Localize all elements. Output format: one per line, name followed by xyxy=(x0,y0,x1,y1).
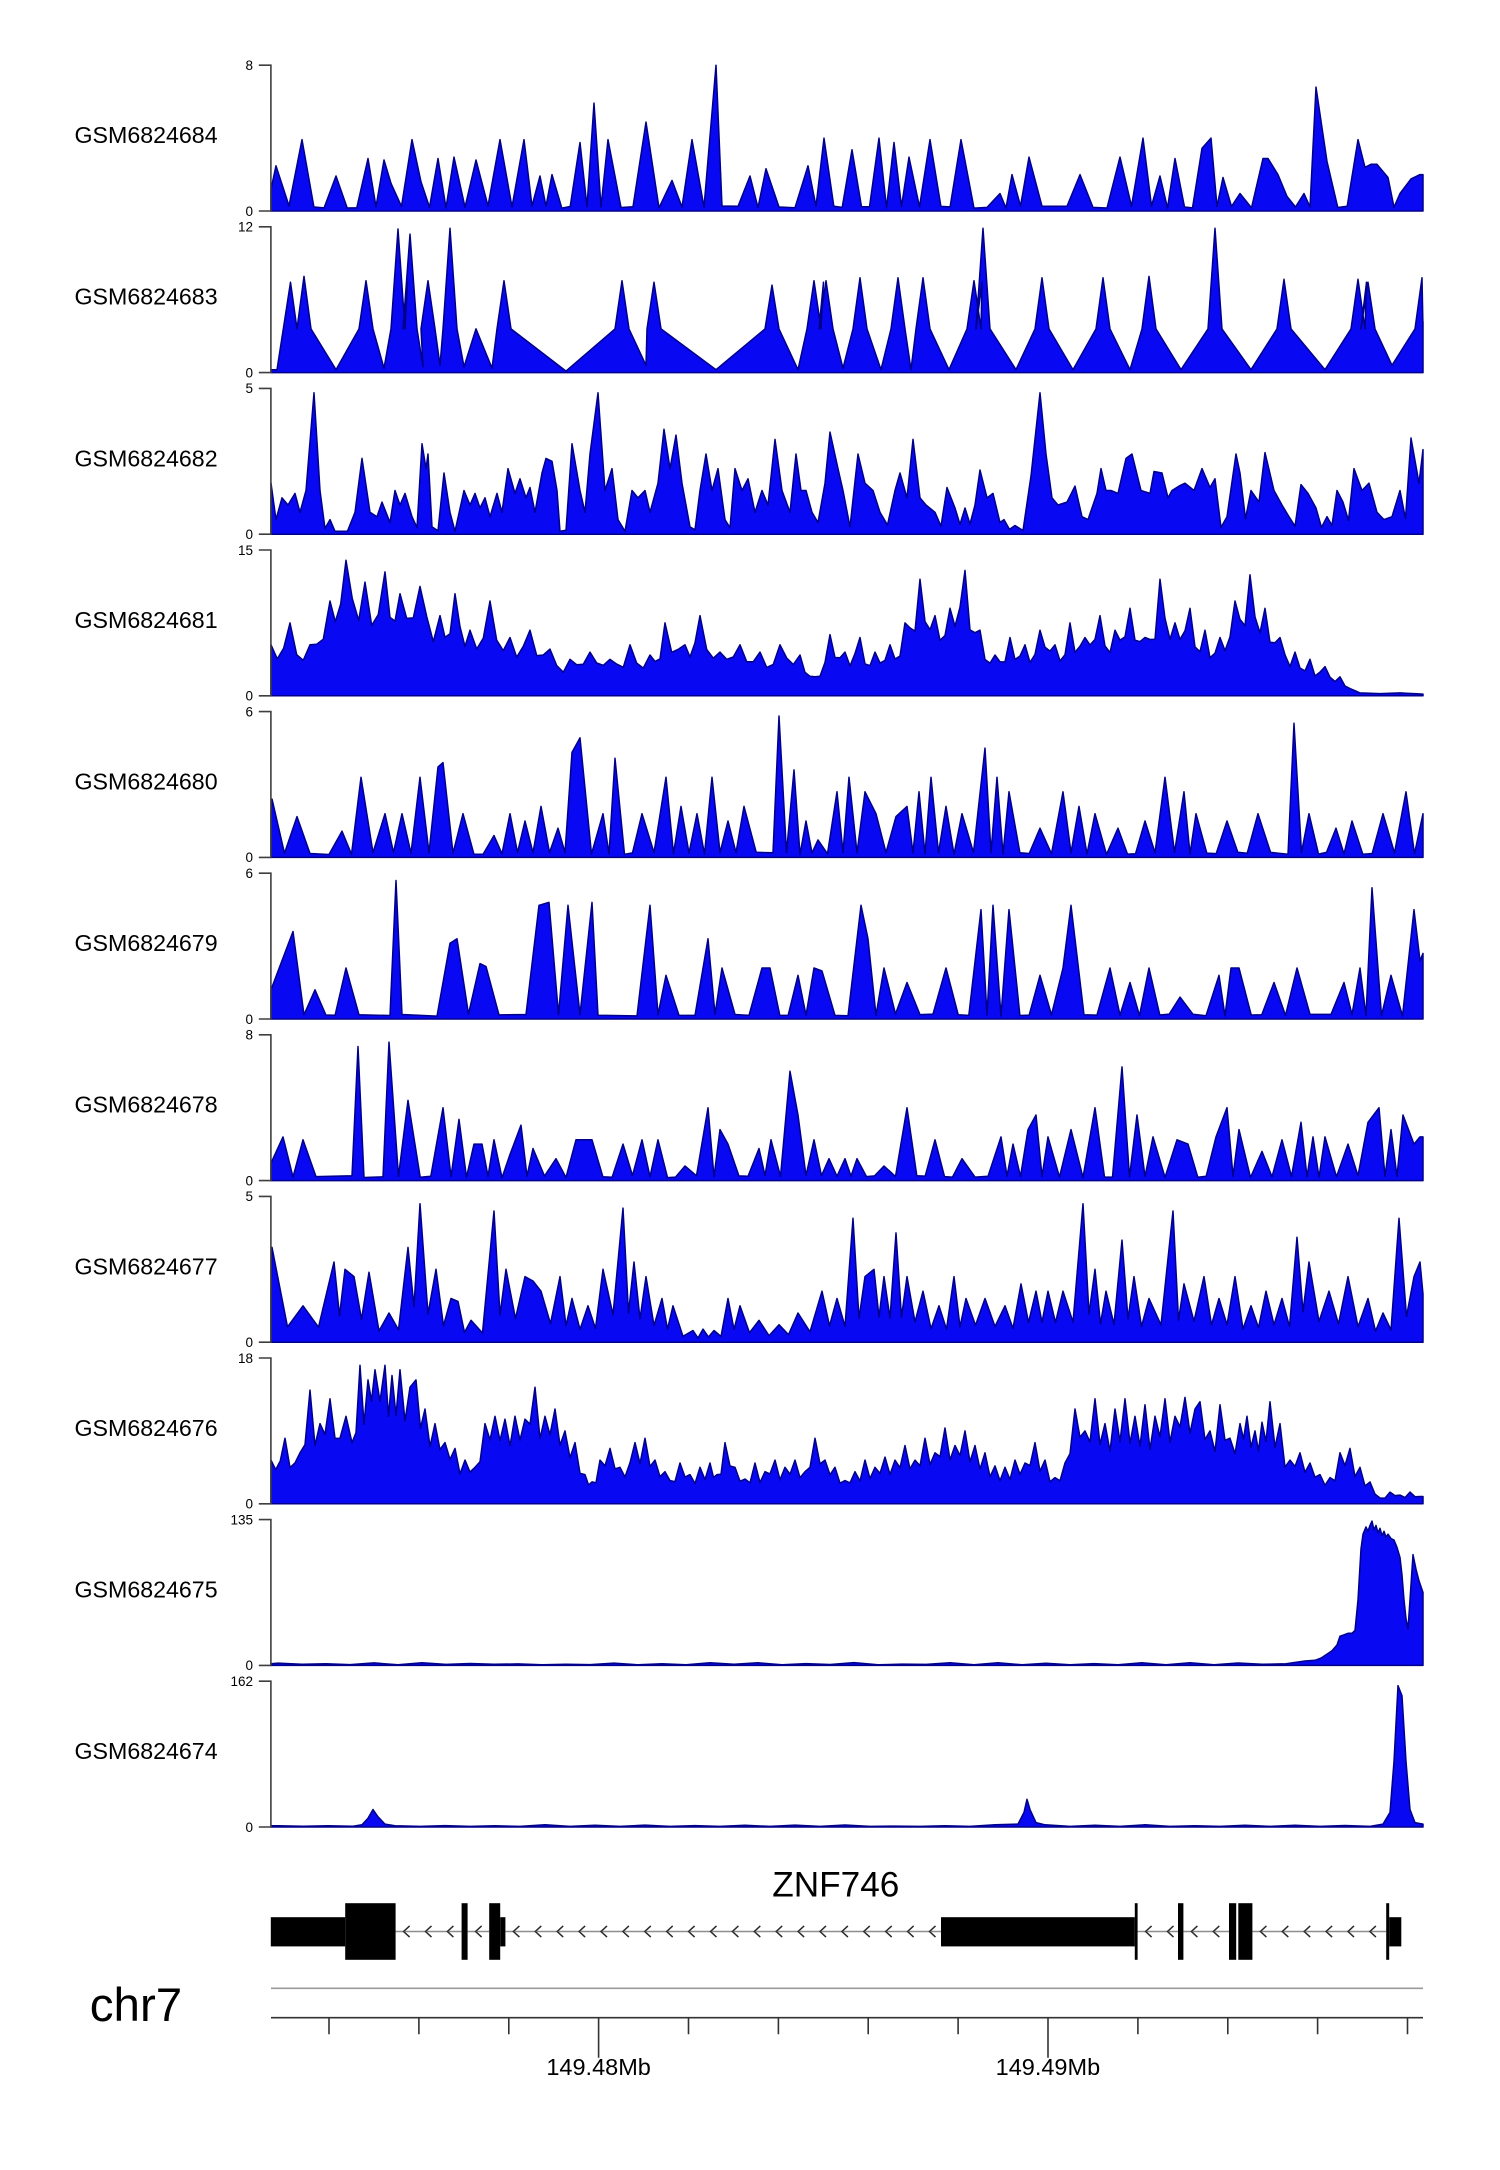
svg-text:GSM6824679: GSM6824679 xyxy=(75,930,218,956)
svg-text:149.48Mb: 149.48Mb xyxy=(546,2054,651,2080)
svg-text:0: 0 xyxy=(245,1497,253,1512)
svg-text:GSM6824674: GSM6824674 xyxy=(75,1738,218,1764)
svg-text:chr7: chr7 xyxy=(90,1979,182,2032)
svg-text:GSM6824677: GSM6824677 xyxy=(75,1253,218,1279)
svg-text:GSM6824681: GSM6824681 xyxy=(75,607,218,633)
svg-text:15: 15 xyxy=(238,543,253,558)
svg-text:162: 162 xyxy=(230,1674,253,1689)
svg-text:GSM6824675: GSM6824675 xyxy=(75,1577,218,1603)
svg-text:6: 6 xyxy=(245,866,253,881)
svg-text:12: 12 xyxy=(238,220,253,235)
svg-text:GSM6824683: GSM6824683 xyxy=(75,284,218,310)
svg-text:GSM6824682: GSM6824682 xyxy=(75,445,218,471)
svg-text:5: 5 xyxy=(245,381,253,396)
svg-text:GSM6824684: GSM6824684 xyxy=(75,122,218,148)
svg-text:149.49Mb: 149.49Mb xyxy=(996,2054,1101,2080)
svg-text:0: 0 xyxy=(245,527,253,542)
svg-text:0: 0 xyxy=(245,1820,253,1835)
svg-text:0: 0 xyxy=(245,1012,253,1027)
svg-text:5: 5 xyxy=(245,1189,253,1204)
svg-text:0: 0 xyxy=(245,689,253,704)
svg-text:0: 0 xyxy=(245,365,253,380)
svg-text:ZNF746: ZNF746 xyxy=(772,1865,899,1904)
svg-text:GSM6824676: GSM6824676 xyxy=(75,1415,218,1441)
svg-text:18: 18 xyxy=(238,1351,253,1366)
svg-text:GSM6824680: GSM6824680 xyxy=(75,769,218,795)
svg-text:0: 0 xyxy=(245,1658,253,1673)
svg-text:0: 0 xyxy=(245,204,253,219)
svg-text:GSM6824678: GSM6824678 xyxy=(75,1092,218,1118)
svg-text:8: 8 xyxy=(245,1028,253,1043)
svg-text:6: 6 xyxy=(245,704,253,719)
svg-text:135: 135 xyxy=(230,1512,253,1527)
svg-text:8: 8 xyxy=(245,58,253,73)
svg-text:0: 0 xyxy=(245,850,253,865)
svg-text:0: 0 xyxy=(245,1335,253,1350)
svg-text:0: 0 xyxy=(245,1173,253,1188)
